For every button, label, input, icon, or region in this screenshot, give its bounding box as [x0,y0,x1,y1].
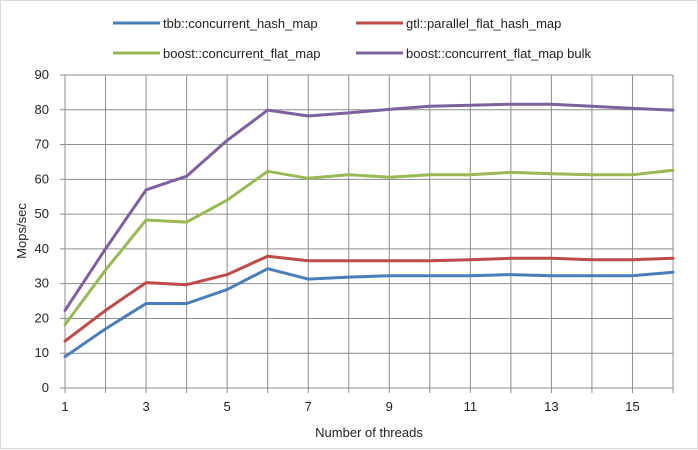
x-tick-label: 9 [386,399,393,414]
x-tick-label: 13 [544,399,558,414]
axes [60,74,674,393]
x-axis-label: Number of threads [315,425,423,440]
y-tick-label: 60 [35,171,49,186]
legend-label-1: tbb::concurrent_hash_map [163,16,318,31]
series-line-4 [63,102,675,312]
y-tick-label: 50 [35,206,49,221]
y-tick-label: 70 [35,137,49,152]
x-tick-label: 7 [305,399,312,414]
y-tick-label: 0 [42,380,49,395]
legend-label-4: boost::concurrent_flat_map bulk [406,46,591,61]
y-tick-label: 90 [35,67,49,82]
x-tick-labels: 1 3 5 7 9 11 13 15 [61,399,639,414]
y-tick-label: 30 [35,276,49,291]
x-tick-label: 1 [61,399,68,414]
series-line-2 [63,254,675,343]
y-tick-label: 40 [35,241,49,256]
gridlines [65,74,674,388]
y-tick-label: 20 [35,310,49,325]
y-tick-labels: 0 10 20 30 40 50 60 70 80 90 [35,67,49,395]
y-axis-label: Mops/sec [14,203,29,259]
series-line-1 [63,267,675,359]
x-tick-label: 15 [625,399,639,414]
x-tick-label: 3 [142,399,149,414]
series-line-3 [63,168,675,327]
legend-label-2: gtl::parallel_flat_hash_map [406,16,561,31]
legend: tbb::concurrent_hash_map gtl::parallel_fl… [113,16,591,61]
y-tick-label: 80 [35,102,49,117]
x-tick-label: 11 [464,399,478,414]
series-lines [63,102,675,359]
x-tick-label: 5 [224,399,231,414]
y-tick-label: 10 [35,345,49,360]
legend-label-3: boost::concurrent_flat_map [163,46,321,61]
